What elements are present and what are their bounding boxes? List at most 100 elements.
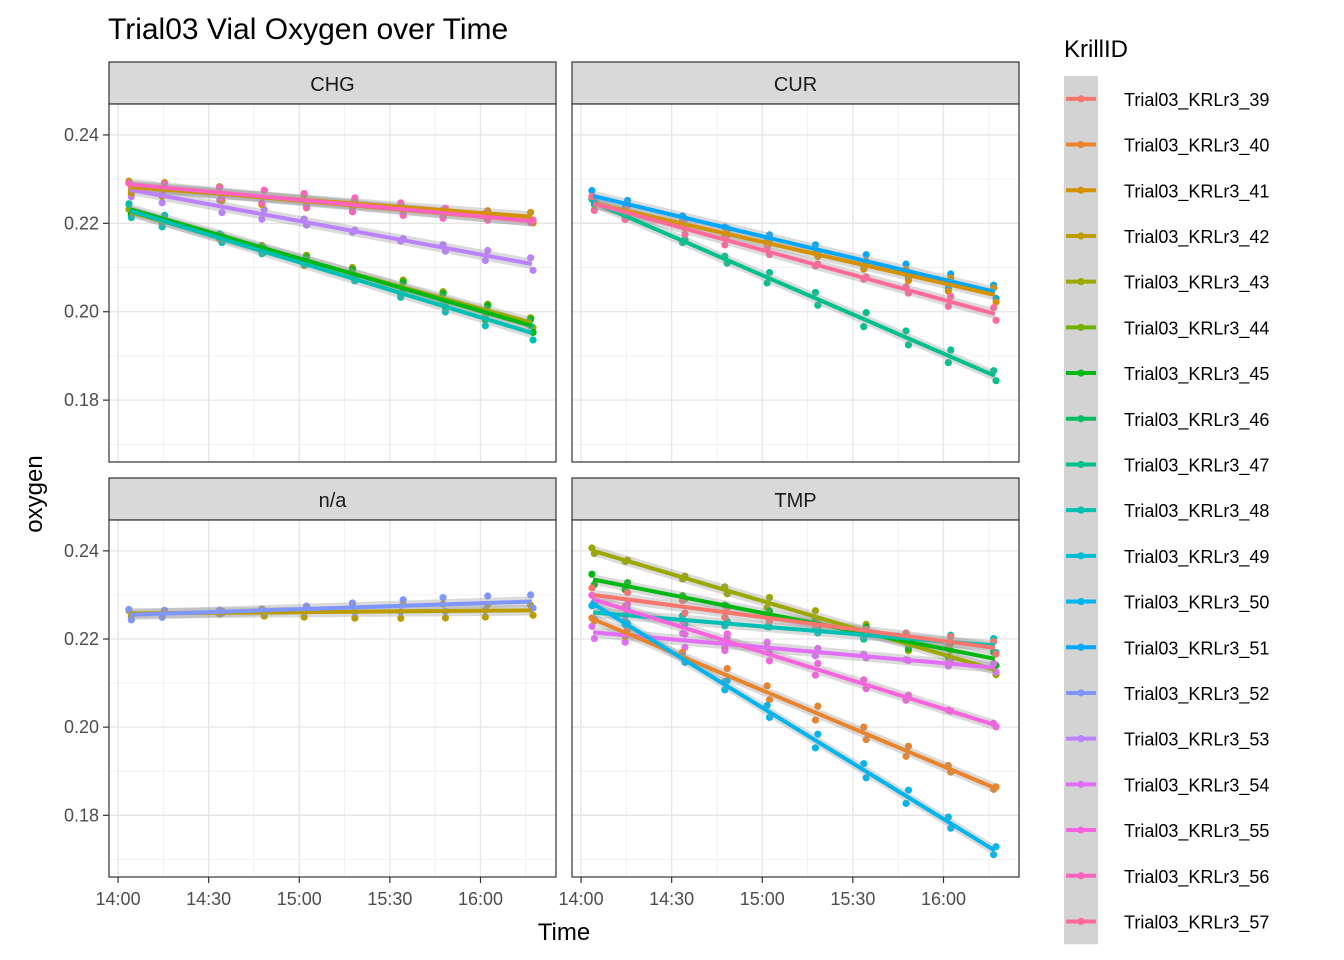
data-point [258,199,266,207]
legend-label: Trial03_KRLr3_40 [1124,136,1269,157]
data-point [588,570,596,578]
legend-item: Trial03_KRLr3_55 [1066,821,1269,842]
legend-item: Trial03_KRLr3_51 [1066,638,1269,659]
data-point [721,241,729,249]
data-point [399,278,407,286]
panel-background [109,520,556,877]
data-point [588,622,596,630]
data-point [351,614,359,622]
data-point [158,223,166,231]
trend-line [592,577,996,661]
x-tick-label: 15:00 [277,889,322,909]
legend-key-point [1077,917,1085,926]
data-point [300,189,308,198]
y-tick-label: 0.18 [64,805,99,825]
legend-item: Trial03_KRLr3_50 [1066,593,1269,614]
facet-strip [108,61,557,105]
data-point [904,786,913,794]
data-point [125,605,133,614]
trend-line [592,602,996,853]
legend-label: Trial03_KRLr3_48 [1124,501,1269,522]
data-point [902,260,910,268]
facet-panel-tmp: TMP [571,477,1020,878]
panel-background [109,104,556,462]
legend-key-point [1077,415,1085,423]
trend-line [592,597,996,727]
trend-line [592,548,996,672]
data-point [947,633,955,641]
data-point [623,588,632,597]
data-point [127,214,135,222]
panel-border [571,519,1020,878]
legend-label: Trial03_KRLr3_42 [1124,227,1269,248]
data-point [439,594,447,602]
facet-strip [571,61,1020,105]
data-point [623,600,632,608]
x-tick-label: 15:30 [830,889,875,909]
legend-item: Trial03_KRLr3_56 [1066,867,1269,888]
legend-item: Trial03_KRLr3_44 [1066,318,1269,339]
data-point [681,630,689,638]
data-point [399,211,407,220]
data-point [862,309,870,317]
data-point [399,596,407,604]
legend-item: Trial03_KRLr3_45 [1066,364,1269,385]
data-point [765,657,774,665]
data-point [484,592,492,600]
data-point [904,341,913,349]
chart-title: Trial03 Vial Oxygen over Time [108,13,508,46]
facet-panel-chg: CHG [108,61,557,463]
data-point [902,752,910,760]
data-point [723,677,731,685]
trend-line [592,200,996,378]
data-point [681,230,689,239]
data-point [441,614,450,622]
data-point [765,713,774,721]
trend-line [592,592,996,650]
legend-key-point [1077,872,1085,880]
data-point [218,194,226,202]
y-tick-label: 0.20 [64,717,99,737]
data-point [348,208,357,216]
data-point [763,638,771,646]
legend-label: Trial03_KRLr3_43 [1124,273,1269,294]
data-point [588,584,596,592]
legend-label: Trial03_KRLr3_44 [1124,318,1269,339]
data-point [723,630,731,638]
data-point [811,288,820,297]
legend-item: Trial03_KRLr3_47 [1066,455,1269,476]
data-point [990,659,998,668]
x-axis: 14:00 14:30 15:00 15:30 16:00 14:00 14:30 15:00… [96,877,966,909]
data-point [258,215,266,223]
data-point [814,301,822,309]
legend-label: Trial03_KRLr3_53 [1124,730,1269,751]
data-point [481,256,489,265]
legend-item: Trial03_KRLr3_39 [1066,90,1269,111]
legend-item: Trial03_KRLr3_48 [1066,501,1269,522]
facet-strip-label: CHG [310,74,354,96]
legend-key-point [1077,826,1085,834]
legend: KrillID Trial03_KRLr3_39 Trial03_KRLr3_40… [1064,36,1269,945]
x-tick-label: 14:00 [559,889,604,909]
trend-line [129,207,533,328]
legend-key-point [1077,597,1085,606]
legend-key-point [1077,369,1085,377]
trend-line [129,187,533,266]
legend-label: Trial03_KRLr3_56 [1124,867,1269,888]
data-point [439,214,447,222]
legend-key-point [1077,735,1085,743]
data-point [992,377,1000,385]
y-axis: 0.18 0.20 0.22 0.24 0.18 0.20 0.22 0.24 [64,125,109,825]
legend-label: Trial03_KRLr3_57 [1124,912,1269,933]
facet-strip-label: CUR [774,74,817,96]
x-tick-label: 14:30 [649,889,694,909]
y-tick-label: 0.22 [64,629,99,649]
legend-key-point [1077,552,1085,560]
data-point [300,613,308,621]
x-tick-label: 14:00 [96,889,141,909]
y-tick-label: 0.24 [64,125,99,145]
x-tick-label: 16:00 [921,889,966,909]
data-point [814,702,822,710]
legend-item: Trial03_KRLr3_42 [1066,227,1269,248]
legend-label: Trial03_KRLr3_49 [1124,547,1269,568]
